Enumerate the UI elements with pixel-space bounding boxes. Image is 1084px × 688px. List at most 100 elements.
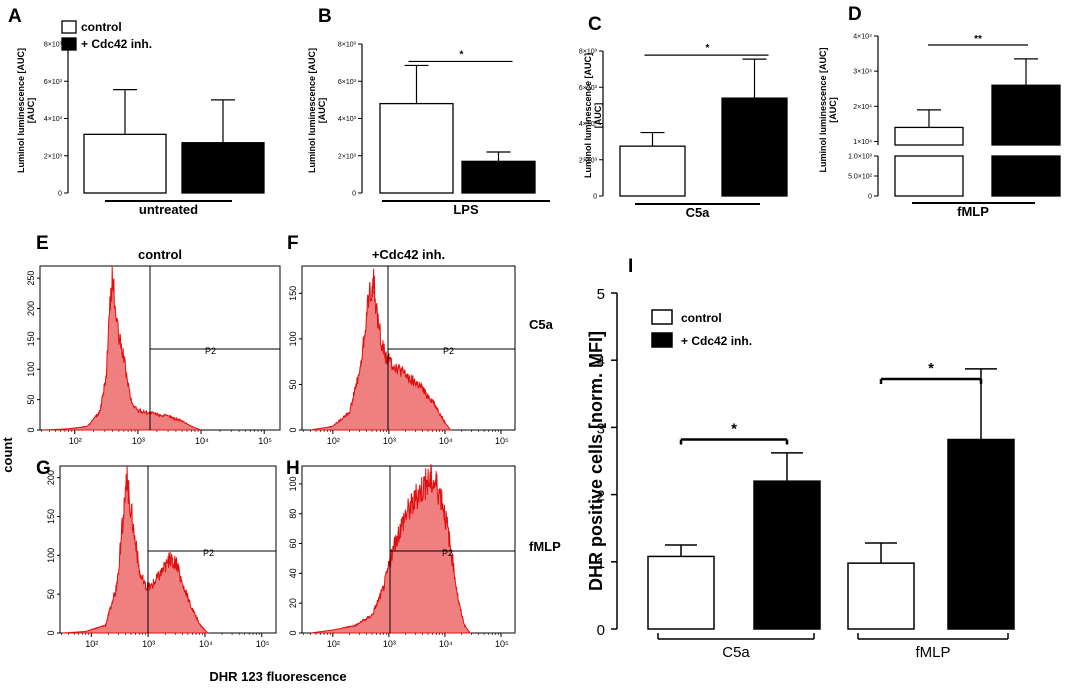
y-tick-label: 0 [593, 194, 597, 201]
panel-label: D [848, 4, 862, 25]
significance-marker: * [731, 420, 737, 437]
panel-g: G 10² 10³ 10⁴ 10⁵ 0 50 100 150 200 P2 [36, 458, 277, 649]
y-tick-label: 1 [597, 555, 605, 572]
y-tick-label: 6×10³ [44, 79, 63, 86]
panel-label: G [36, 458, 51, 479]
flow-x-axis-label: DHR 123 fluorescence [209, 669, 346, 684]
panel-e: E 10² 10³ 10⁴ 10⁵ 0 50 100 150 200 250 P2 control [26, 233, 281, 446]
y-tick-label: 150 [288, 286, 298, 301]
y-tick-label: 3 [597, 420, 605, 437]
y-tick-label: 2×10³ [338, 153, 357, 160]
y-tick-label: 50 [46, 589, 56, 599]
x-tick-label: 10² [85, 639, 98, 649]
x-tick-label: 10² [69, 436, 82, 446]
category-label: LPS [453, 202, 479, 217]
significance-marker: * [460, 49, 464, 60]
y-tick-label: 60 [288, 539, 298, 549]
flow-y-axis-label: count [0, 437, 15, 473]
y-tick-label: 200 [46, 470, 56, 485]
category-label: fMLP [915, 644, 950, 661]
x-tick-label: 10⁵ [258, 436, 272, 446]
x-tick-label: 10⁵ [495, 639, 509, 649]
legend-top: control + Cdc42 inh. [61, 20, 152, 51]
y-tick-label: 0 [288, 427, 298, 432]
panel-label: H [286, 458, 300, 479]
y-tick-label: 3×10⁴ [853, 69, 872, 76]
y-tick-label: 2×10³ [44, 153, 63, 160]
bar-c5a-control [647, 555, 715, 630]
x-tick-label: 10² [327, 436, 340, 446]
y-tick-label: 2×10³ [579, 157, 598, 164]
histogram [43, 265, 202, 431]
y-tick-label: 0 [868, 194, 872, 201]
bar-c5a-inhibitor [753, 480, 821, 630]
histogram [310, 268, 452, 431]
y-tick-label: 100 [26, 362, 36, 377]
x-tick-label: 10² [327, 639, 340, 649]
legend-swatch-control [651, 309, 673, 325]
y-axis-unit: [AUC] [317, 98, 327, 124]
y-tick-label: 250 [26, 271, 36, 286]
y-tick-label: 150 [26, 331, 36, 346]
y-axis-unit: [AUC] [593, 103, 603, 129]
bar-control-lower [894, 155, 964, 197]
y-tick-label: 0 [26, 427, 36, 432]
bar-control [619, 145, 686, 197]
panel-a: A 0 2×10³ 4×10³ 6×10³ 8×10³ Luminol luminescen… [8, 6, 265, 217]
y-tick-label: 4×10³ [44, 116, 63, 123]
panel-d: D 1×10⁴ 2×10⁴ 3×10⁴ 4×10⁴ 0 5.0×10² 1.0×10³ Lumi… [818, 4, 1076, 219]
y-tick-label: 100 [46, 548, 56, 563]
y-tick-label: 8×10³ [338, 42, 357, 49]
y-axis-label: DHR positive cells [norm. MFI] [586, 331, 606, 591]
panel-h: H 10² 10³ 10⁴ 10⁵ 0 20 40 60 80 100 P2 fMLP [286, 458, 561, 649]
y-tick-label: 100 [288, 331, 298, 346]
y-tick-label: 2×10⁴ [853, 104, 872, 111]
category-label: fMLP [957, 204, 989, 219]
axis-break-gap [876, 146, 1076, 155]
category-label: C5a [722, 644, 750, 661]
y-axis-label: Luminol luminescence [AUC] [818, 47, 828, 172]
y-tick-label: 4×10³ [338, 116, 357, 123]
y-tick-label: 50 [288, 379, 298, 389]
y-tick-label: 40 [288, 568, 298, 578]
bar-inhibitor [721, 97, 788, 197]
y-tick-label: 200 [26, 301, 36, 316]
legend-label-control: control [81, 20, 122, 34]
y-tick-label: 4×10³ [579, 121, 598, 128]
y-tick-label: 0 [597, 622, 605, 639]
legend-label-inhibitor: + Cdc42 inh. [81, 37, 152, 51]
x-tick-label: 10⁵ [256, 639, 270, 649]
significance-marker: * [706, 43, 710, 54]
significance-marker: * [928, 360, 934, 377]
y-tick-label: 4 [597, 353, 605, 370]
x-tick-label: 10⁴ [199, 639, 213, 649]
panel-i: I 0 1 2 3 4 5 DHR positive cells [norm. MFI] C5a… [586, 256, 1015, 661]
y-tick-label: 0 [58, 191, 62, 198]
significance-marker: ** [974, 34, 982, 45]
y-tick-label: 6×10³ [579, 85, 598, 92]
y-tick-label: 1×10⁴ [853, 139, 872, 146]
x-tick-label: 10³ [383, 436, 396, 446]
y-tick-label: 0 [352, 191, 356, 198]
panel-label: C [588, 14, 602, 35]
panel-label: B [318, 6, 332, 27]
panel-label: F [287, 233, 299, 254]
panel-b: B 0 2×10³ 4×10³ 6×10³ 8×10³ Luminol luminescen… [307, 6, 550, 217]
y-axis-label: Luminol luminescence [AUC] [307, 48, 317, 173]
gate-label: P2 [443, 346, 454, 356]
category-label: untreated [139, 202, 198, 217]
bar-inhibitor [181, 142, 265, 194]
y-axis-label: Luminol luminescence [AUC] [16, 48, 26, 173]
panel-label: I [628, 256, 633, 277]
x-tick-label: 10⁴ [439, 436, 453, 446]
gate-label: P2 [205, 346, 216, 356]
x-tick-label: 10³ [132, 436, 145, 446]
bar-control [379, 102, 454, 194]
row-label: C5a [529, 317, 554, 332]
y-tick-label: 2 [597, 488, 605, 505]
bar-fmlp-inhibitor [947, 438, 1015, 630]
y-tick-label: 20 [288, 598, 298, 608]
y-tick-label: 8×10³ [44, 42, 63, 49]
